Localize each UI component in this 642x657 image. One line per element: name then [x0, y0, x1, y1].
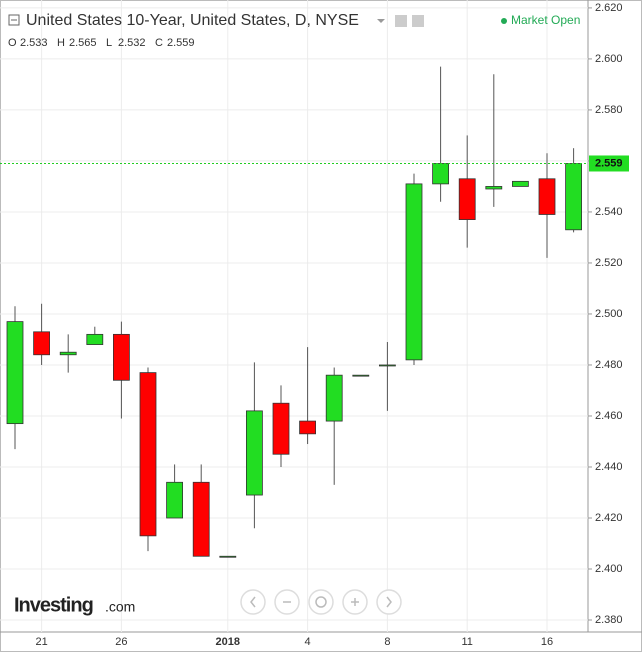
x-tick-label: 4 [305, 636, 311, 648]
y-tick-label: 2.380 [595, 614, 623, 626]
x-tick-label: 21 [35, 636, 47, 648]
settings-icon[interactable] [412, 15, 424, 27]
ohlc-value: 2.559 [167, 37, 195, 49]
y-tick-label: 2.400 [595, 563, 623, 575]
ohlc-value: 2.532 [118, 37, 146, 49]
x-tick-label: 2018 [216, 636, 240, 648]
last-price-label: 2.559 [595, 157, 623, 169]
reset-glyph [315, 596, 327, 608]
y-tick-label: 2.540 [595, 206, 623, 218]
candle-body [405, 183, 423, 361]
chart-title: United States 10-Year, United States, D,… [26, 12, 359, 29]
candle-body [352, 374, 370, 377]
y-tick-label: 2.620 [595, 2, 623, 14]
candle-body [245, 410, 263, 496]
candle-body [538, 178, 556, 215]
candle-body [33, 331, 50, 356]
candle-body [325, 374, 343, 422]
market-status: Market Open [511, 13, 580, 27]
y-tick-label: 2.520 [595, 257, 623, 269]
ohlc-legend: O 2.533 H 2.565 L 2.532 C 2.559 [8, 37, 195, 49]
dropdown-icon[interactable] [377, 19, 385, 23]
candle-body [6, 321, 24, 425]
plot [0, 0, 588, 632]
y-tick-label: 2.600 [595, 53, 623, 65]
candle-body [166, 481, 184, 519]
y-tick-label: 2.420 [595, 512, 623, 524]
logo: Investing [14, 594, 93, 616]
logo-suffix: .com [105, 599, 135, 615]
ohlc-value: 2.565 [69, 37, 97, 49]
scroll-right-button[interactable] [376, 589, 402, 615]
y-tick-label: 2.580 [595, 104, 623, 116]
candle-body [512, 180, 529, 187]
settings-icon[interactable] [395, 15, 407, 27]
y-tick-label: 2.480 [595, 359, 623, 371]
candle-body [565, 163, 582, 231]
candle-body [458, 178, 476, 220]
status-dot [501, 18, 507, 24]
candle-body [113, 333, 130, 381]
candle-body [432, 163, 450, 185]
candle-body [378, 364, 396, 367]
candle-body [299, 420, 317, 435]
candle-body [192, 481, 210, 557]
reset-button[interactable] [308, 589, 334, 615]
ohlc-key: C [155, 37, 163, 49]
y-tick-label: 2.500 [595, 308, 623, 320]
candle-body [86, 333, 104, 345]
candle-body [139, 372, 157, 537]
last-price-box [589, 155, 629, 172]
x-tick-label: 16 [541, 636, 553, 648]
zoom-controls [240, 589, 402, 615]
ohlc-key: O [8, 37, 17, 49]
x-tick-label: 26 [115, 636, 127, 648]
y-tick-label: 2.440 [595, 461, 623, 473]
y-tick-label: 2.460 [595, 410, 623, 422]
scroll-left-button[interactable] [240, 589, 266, 615]
x-tick-label: 8 [384, 636, 390, 648]
control-glyphs [250, 596, 392, 608]
ohlc-value: 2.533 [20, 37, 48, 49]
candle-body [272, 402, 290, 455]
x-tick-label: 11 [461, 636, 472, 648]
candle-body [219, 555, 237, 558]
ohlc-key: H [57, 37, 65, 49]
ohlc-key: L [106, 37, 112, 49]
candle-body [59, 351, 77, 356]
candle-body [485, 186, 503, 190]
